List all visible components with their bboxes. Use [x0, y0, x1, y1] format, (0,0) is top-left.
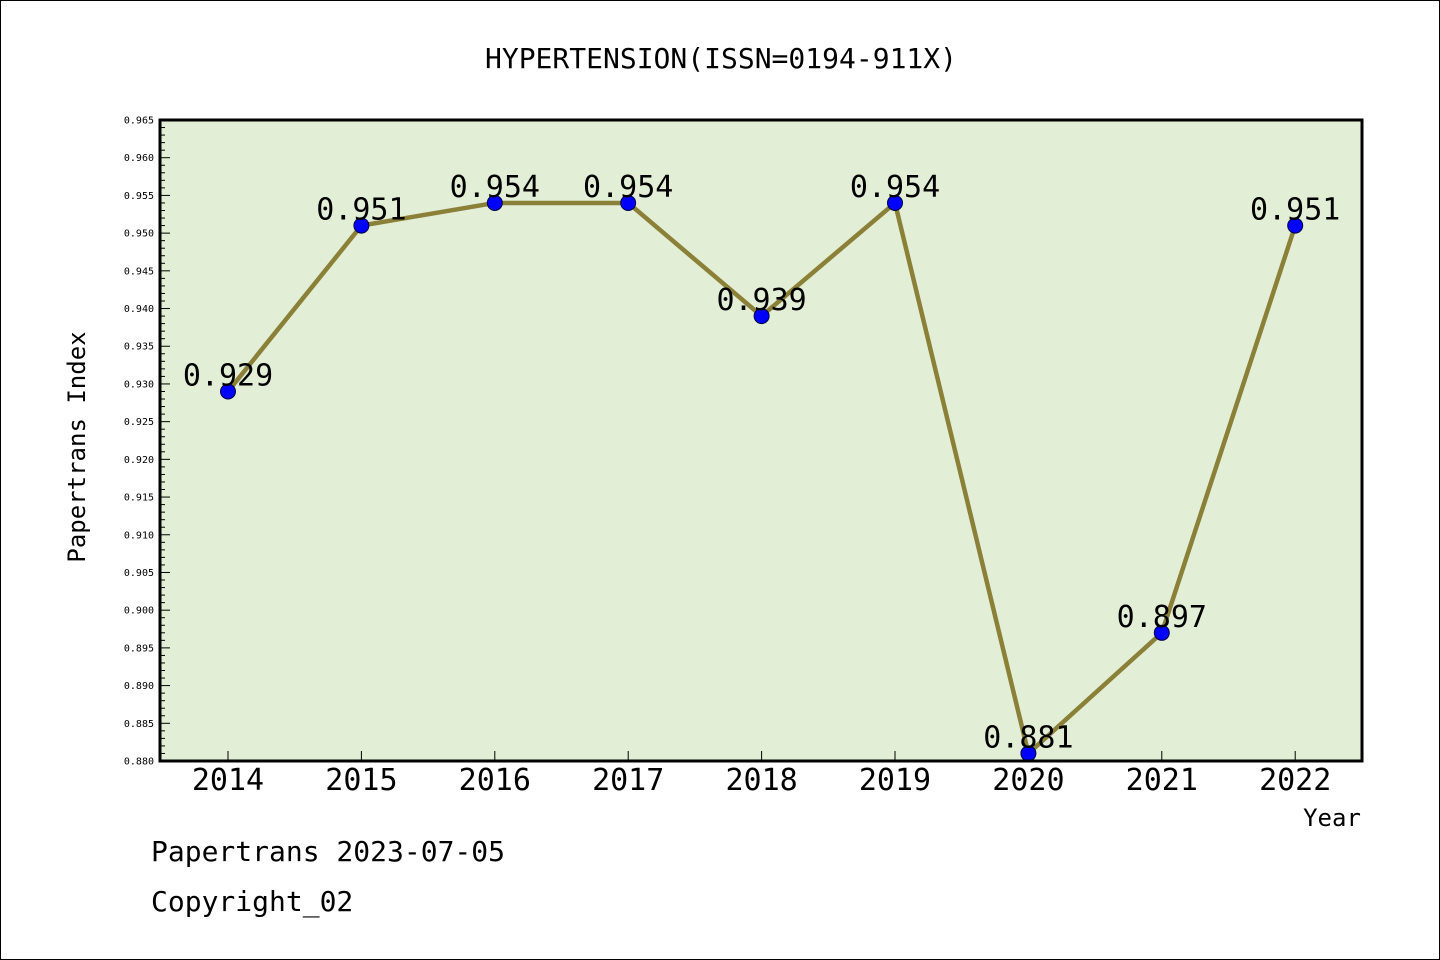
- data-point: [220, 383, 236, 400]
- y-tick-label: 0.900: [124, 606, 154, 617]
- y-tick-label: 0.925: [124, 417, 154, 428]
- data-label: 0.951: [316, 193, 406, 228]
- data-point: [486, 194, 503, 211]
- x-tick-label: 2019: [859, 763, 931, 798]
- y-tick-label: 0.905: [124, 568, 154, 579]
- data-label: 0.954: [450, 170, 540, 205]
- data-label: 0.929: [183, 358, 273, 393]
- y-tick-label: 0.965: [124, 116, 154, 127]
- y-tick-label: 0.935: [124, 342, 154, 353]
- y-tick-label: 0.955: [124, 191, 154, 202]
- y-tick-label: 0.950: [124, 229, 154, 240]
- x-tick-label: 2020: [992, 763, 1064, 798]
- data-point: [753, 308, 770, 325]
- y-tick-label: 0.880: [124, 757, 154, 768]
- y-tick-label: 0.910: [124, 530, 154, 541]
- chart-title: HYPERTENSION(ISSN=0194-911X): [485, 42, 957, 75]
- x-tick-label: 2017: [592, 763, 664, 798]
- data-point: [1287, 217, 1304, 234]
- y-tick-label: 0.895: [124, 643, 154, 654]
- data-point: [620, 194, 637, 211]
- x-tick-label: 2021: [1126, 763, 1198, 798]
- y-tick-label: 0.920: [124, 455, 154, 466]
- y-tick-label: 0.930: [124, 379, 154, 390]
- x-tick-label: 2018: [725, 763, 797, 798]
- data-point: [1153, 624, 1170, 641]
- y-tick-label: 0.885: [124, 719, 154, 730]
- footer-generator-date: Papertrans 2023-07-05: [151, 835, 506, 868]
- y-tick-label: 0.940: [124, 304, 154, 315]
- x-tick-label: 2022: [1259, 763, 1331, 798]
- x-tick-label: 2015: [325, 763, 397, 798]
- data-label: 0.954: [583, 170, 673, 205]
- data-label: 0.897: [1117, 600, 1207, 635]
- y-tick-label: 0.960: [124, 153, 154, 164]
- x-axis-label: Year: [1303, 804, 1361, 832]
- y-axis-label: Papertrans Index: [63, 331, 91, 562]
- y-tick-label: 0.890: [124, 681, 154, 692]
- y-tick-label: 0.915: [124, 493, 154, 504]
- plot-frame: [158, 118, 1364, 763]
- data-label: 0.954: [850, 170, 940, 205]
- data-label: 0.939: [716, 283, 806, 318]
- data-point: [353, 217, 370, 234]
- data-label: 0.881: [983, 720, 1073, 755]
- footer-copyright: Copyright_02: [151, 885, 354, 918]
- data-label: 0.951: [1250, 193, 1340, 228]
- data-point: [887, 194, 903, 211]
- x-tick-label: 2016: [459, 763, 531, 798]
- x-tick-label: 2014: [192, 763, 264, 798]
- y-tick-label: 0.945: [124, 266, 154, 277]
